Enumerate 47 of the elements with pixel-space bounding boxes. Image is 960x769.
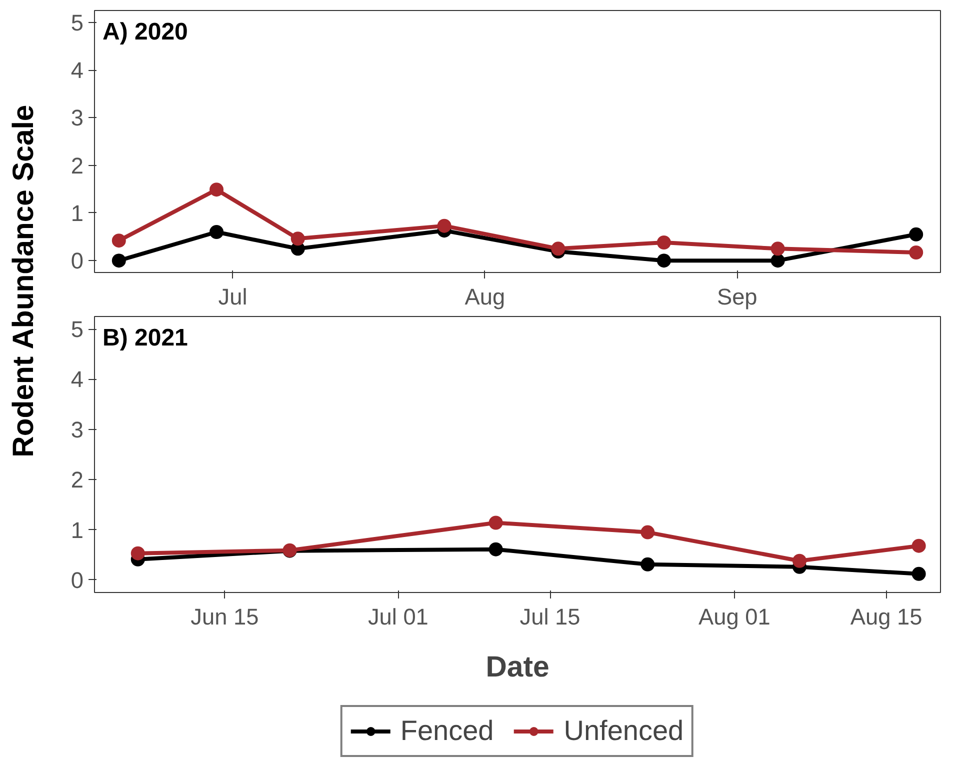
legend-label: Fenced [400, 715, 494, 747]
point [640, 557, 655, 572]
x-tick-label: Jun 15 [190, 604, 259, 630]
y-tick-label: 2 [70, 466, 84, 493]
chart-title: B) 2021 [102, 324, 188, 352]
point [656, 254, 671, 268]
x-tick-label: Sep [716, 284, 758, 310]
x-tick-label: Jul 01 [368, 604, 428, 630]
x-tick-label: Jul 15 [520, 604, 580, 630]
y-tick-label: 2 [70, 152, 84, 178]
x-tick-label: Jul [218, 284, 248, 310]
chart-title: A) 2020 [102, 18, 188, 46]
point [770, 242, 785, 256]
point [112, 254, 126, 268]
point [912, 538, 926, 553]
point [130, 546, 145, 560]
point [912, 566, 926, 581]
y-tick-label: 3 [70, 416, 84, 442]
y-tick-label: 3 [70, 104, 84, 131]
y-tick-label: 4 [70, 366, 84, 392]
y-tick-label: 4 [70, 57, 84, 84]
y-tick-label: 5 [70, 316, 84, 342]
point [112, 234, 126, 248]
y-tick-label: 1 [70, 200, 84, 226]
x-tick-label: Aug 15 [850, 604, 922, 630]
point [290, 232, 305, 246]
point [770, 254, 785, 268]
point [210, 225, 224, 239]
point [640, 525, 655, 540]
point [909, 227, 924, 242]
point [909, 246, 924, 260]
x-tick-label: Aug 01 [698, 604, 770, 630]
point [437, 218, 452, 233]
y-tick-label: 1 [70, 516, 84, 543]
point [656, 236, 671, 250]
y-tick-label: 0 [70, 566, 84, 593]
legend-label: Unfenced [564, 715, 684, 747]
point [792, 554, 806, 568]
y-axis-title: Rodent Abundance Scale [7, 104, 40, 458]
point [488, 516, 503, 530]
y-tick-label: 5 [70, 9, 84, 36]
point [210, 182, 224, 197]
x-axis-title: Date [486, 650, 550, 684]
x-tick-label: Aug [464, 284, 506, 310]
point [551, 242, 566, 256]
y-tick-label: 0 [70, 248, 84, 274]
point [488, 542, 503, 556]
